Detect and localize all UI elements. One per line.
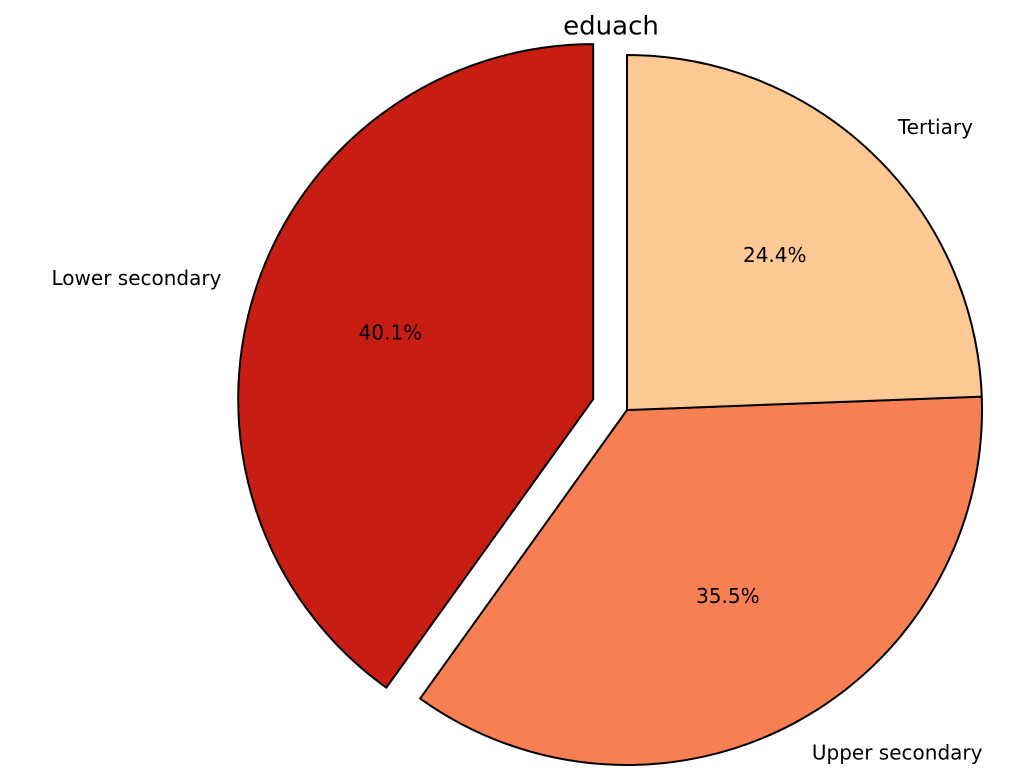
value-label: 40.1%	[359, 320, 423, 344]
slice-label: Lower secondary	[52, 266, 222, 290]
value-label: 35.5%	[696, 584, 760, 608]
slice-label: Upper secondary	[812, 740, 983, 764]
pie-slice	[626, 54, 983, 411]
value-label: 24.4%	[743, 243, 807, 267]
pie-slice	[419, 395, 983, 766]
pie-slice	[237, 43, 595, 689]
chart-title: eduach	[563, 12, 659, 42]
slice-label: Tertiary	[897, 115, 973, 139]
